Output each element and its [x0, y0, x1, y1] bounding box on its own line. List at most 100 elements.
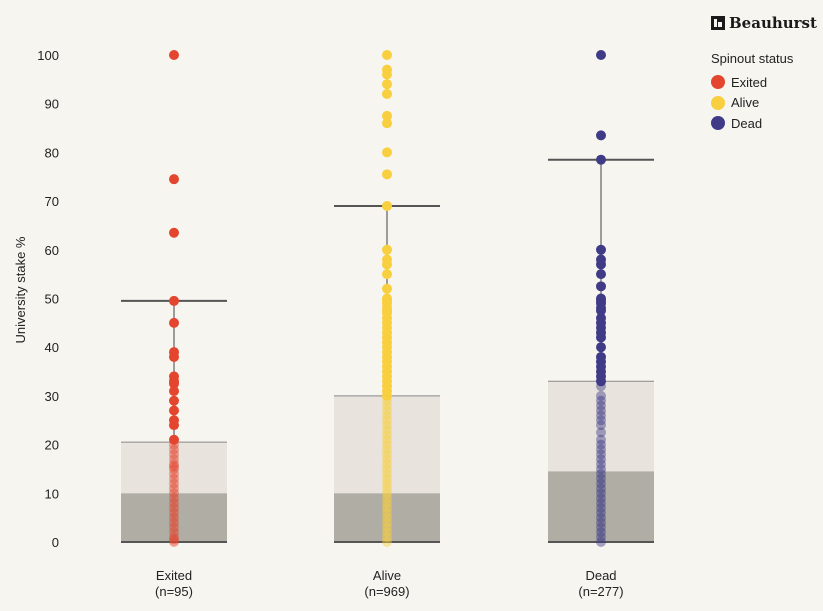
y-axis-label: University stake %	[13, 236, 28, 343]
data-point-alive	[382, 488, 392, 499]
data-point-exited	[169, 295, 179, 306]
data-point-alive	[382, 532, 392, 543]
data-point-dead	[596, 502, 606, 513]
data-point-alive	[382, 507, 392, 518]
box-lower-exited	[121, 493, 227, 542]
data-point-dead	[596, 434, 606, 445]
legend-item-dead: Dead	[711, 113, 793, 134]
data-point-dead	[596, 400, 606, 411]
legend-item-alive: Alive	[711, 93, 793, 114]
data-point-alive	[382, 269, 392, 280]
y-tick-label: 90	[45, 97, 59, 112]
box-upper-dead	[548, 381, 654, 472]
data-point-alive	[382, 424, 392, 435]
data-point-alive	[382, 147, 392, 158]
data-point-exited	[169, 534, 179, 545]
data-point-alive	[382, 118, 392, 129]
data-point-exited	[169, 532, 179, 543]
data-point-dead	[596, 473, 606, 484]
data-point-alive	[382, 259, 392, 270]
box-upper-exited	[121, 442, 227, 494]
data-point-dead	[596, 415, 606, 426]
data-point-dead	[596, 488, 606, 499]
data-point-exited	[169, 502, 179, 513]
legend-label-alive: Alive	[731, 95, 760, 111]
box-upper-alive	[334, 395, 440, 494]
y-tick-label: 0	[52, 535, 59, 550]
data-point-alive	[382, 110, 392, 121]
data-point-alive	[382, 88, 392, 99]
data-point-exited	[169, 434, 179, 445]
data-point-exited	[169, 473, 179, 484]
data-point-alive	[382, 400, 392, 411]
data-point-exited	[169, 522, 179, 533]
data-point-dead	[596, 410, 606, 421]
data-point-dead	[596, 420, 606, 431]
data-point-exited	[169, 507, 179, 518]
data-point-exited	[169, 227, 179, 238]
data-point-dead	[596, 332, 606, 343]
data-point-exited	[169, 317, 179, 328]
data-point-dead	[596, 390, 606, 401]
data-point-exited	[169, 468, 179, 479]
data-point-alive	[382, 200, 392, 211]
data-point-exited	[169, 459, 179, 470]
brand: Beauhurst	[711, 14, 817, 32]
data-point-dead	[596, 449, 606, 460]
data-point-dead	[596, 507, 606, 518]
data-point-dead	[596, 532, 606, 543]
category-count-dead: (n=277)	[578, 584, 623, 599]
data-point-alive	[382, 429, 392, 440]
data-point-alive	[382, 468, 392, 479]
data-point-alive	[382, 410, 392, 421]
data-point-alive	[382, 420, 392, 431]
data-point-alive	[382, 395, 392, 406]
data-point-dead	[596, 305, 606, 316]
data-point-dead	[596, 269, 606, 280]
data-point-exited	[169, 512, 179, 523]
data-point-dead	[596, 463, 606, 474]
box-lower-alive	[334, 493, 440, 542]
data-point-exited	[169, 439, 179, 450]
data-point-exited	[169, 537, 179, 547]
data-point-alive	[382, 527, 392, 538]
brand-name: Beauhurst	[729, 14, 817, 32]
data-point-dead	[596, 527, 606, 538]
data-point-dead	[596, 281, 606, 292]
data-point-alive	[382, 502, 392, 513]
data-point-dead	[596, 512, 606, 523]
y-tick-label: 30	[45, 389, 59, 404]
data-point-exited	[169, 420, 179, 431]
data-point-exited	[169, 449, 179, 460]
data-point-alive	[382, 244, 392, 255]
data-point-exited	[169, 444, 179, 455]
y-tick-label: 40	[45, 340, 59, 355]
data-point-dead	[596, 459, 606, 470]
data-point-dead	[596, 381, 606, 392]
y-tick-label: 80	[45, 145, 59, 160]
data-point-dead	[596, 498, 606, 509]
y-tick-label: 10	[45, 486, 59, 501]
legend-dot-dead	[711, 116, 725, 131]
data-point-alive	[382, 473, 392, 484]
data-point-alive	[382, 69, 392, 80]
data-point-alive	[382, 405, 392, 416]
data-point-alive	[382, 483, 392, 494]
data-point-alive	[382, 537, 392, 547]
legend-dot-alive	[711, 95, 725, 110]
data-point-alive	[382, 283, 392, 294]
data-point-dead	[596, 517, 606, 528]
category-count-alive: (n=969)	[364, 584, 409, 599]
data-point-dead	[596, 259, 606, 270]
data-point-alive	[382, 459, 392, 470]
data-point-exited	[169, 488, 179, 499]
data-point-exited	[169, 395, 179, 406]
data-point-exited	[169, 50, 179, 60]
category-count-exited: (n=95)	[155, 584, 193, 599]
data-point-dead	[596, 244, 606, 255]
data-point-exited	[169, 461, 179, 472]
data-point-exited	[169, 483, 179, 494]
box-lower-dead	[548, 471, 654, 542]
y-tick-label: 100	[37, 48, 59, 63]
